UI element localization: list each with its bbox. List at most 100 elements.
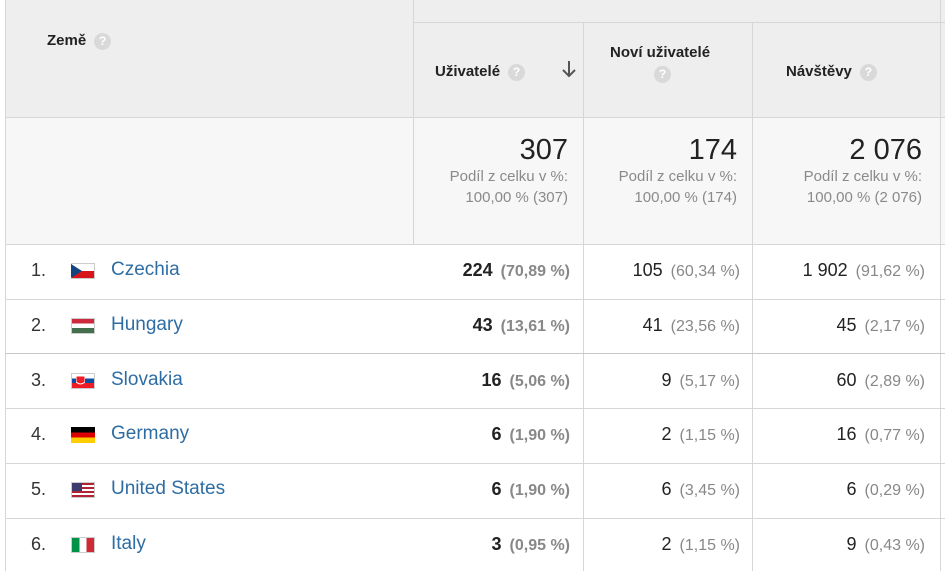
users-value: 6	[491, 424, 502, 444]
header-country[interactable]: Země?	[47, 32, 112, 50]
country-link[interactable]: United States	[111, 478, 226, 499]
flag-hungary-icon	[71, 318, 95, 334]
totals-row	[5, 117, 945, 244]
users-percent: (70,89 %)	[500, 263, 570, 280]
flag-germany-icon	[71, 427, 95, 443]
total-sessions: 2 076 Podíl z celku v %: 100,00 % (2 076…	[804, 134, 922, 208]
sessions-value: 16	[836, 424, 857, 444]
flag-united-states-icon	[71, 482, 95, 498]
new-users-percent: (60,34 %)	[670, 263, 740, 280]
total-new-users: 174 Podíl z celku v %: 100,00 % (174)	[619, 134, 737, 208]
users-cell: 16 (5,06 %)	[482, 370, 571, 391]
new-users-percent: (1,15 %)	[679, 427, 740, 444]
total-users-label: Podíl z celku v %:	[449, 168, 568, 185]
total-sessions-value: 2 076	[849, 134, 922, 166]
new-users-value: 2	[661, 424, 672, 444]
total-new-users-detail: 100,00 % (174)	[634, 189, 737, 206]
total-new-users-label: Podíl z celku v %:	[618, 168, 737, 185]
new-users-value: 6	[661, 479, 672, 499]
sessions-value: 45	[836, 315, 857, 335]
header-new-users-label: Noví uživatelé	[610, 44, 711, 61]
sessions-cell: 45 (2,17 %)	[837, 315, 926, 336]
sort-descending-icon[interactable]	[560, 59, 578, 81]
sessions-cell: 60 (2,89 %)	[837, 370, 926, 391]
flag-italy-icon	[71, 537, 95, 553]
country-link[interactable]: Slovakia	[111, 369, 183, 390]
header-divider	[5, 117, 945, 118]
total-users-detail: 100,00 % (307)	[465, 189, 568, 206]
row-number: 6.	[31, 534, 47, 554]
users-cell: 43 (13,61 %)	[473, 315, 570, 336]
column-divider	[583, 22, 584, 571]
help-icon[interactable]: ?	[508, 63, 526, 81]
users-percent: (1,90 %)	[509, 427, 570, 444]
country-link[interactable]: Germany	[111, 423, 190, 444]
header-country-label: Země	[47, 32, 87, 49]
new-users-value: 41	[642, 315, 663, 335]
help-icon[interactable]: ?	[94, 32, 112, 50]
row-number: 1.	[31, 260, 47, 280]
sessions-value: 1 902	[802, 260, 848, 280]
row-divider	[5, 518, 945, 519]
sessions-percent: (2,89 %)	[864, 373, 925, 390]
new-users-cell: 2 (1,15 %)	[662, 424, 740, 445]
users-cell: 6 (1,90 %)	[492, 424, 570, 445]
new-users-percent: (5,17 %)	[679, 373, 740, 390]
column-divider	[413, 0, 414, 244]
sessions-cell: 9 (0,43 %)	[847, 534, 925, 555]
sessions-cell: 16 (0,77 %)	[837, 424, 926, 445]
row-divider	[5, 463, 945, 464]
header-users[interactable]: Uživatelé?	[435, 63, 526, 81]
table-header	[5, 0, 945, 117]
header-new-users[interactable]: Noví uživatelé ?	[610, 44, 740, 83]
users-value: 43	[472, 315, 493, 335]
country-link[interactable]: Czechia	[111, 259, 180, 280]
sessions-value: 60	[836, 370, 857, 390]
sessions-percent: (0,77 %)	[864, 427, 925, 444]
sessions-percent: (2,17 %)	[864, 318, 925, 335]
country-link[interactable]: Italy	[111, 533, 146, 554]
sessions-percent: (0,43 %)	[864, 537, 925, 554]
sessions-cell: 6 (0,29 %)	[847, 479, 925, 500]
table-row: 1. Czechia 224 (70,89 %) 105 (60,34 %) 1 9…	[5, 245, 945, 299]
total-users: 307 Podíl z celku v %: 100,00 % (307)	[450, 134, 568, 208]
sessions-value: 6	[846, 479, 857, 499]
sessions-percent: (91,62 %)	[855, 263, 925, 280]
new-users-value: 105	[632, 260, 663, 280]
row-number: 4.	[31, 424, 47, 444]
row-divider	[5, 353, 945, 354]
table-row: 3. Slovakia 16 (5,06 %) 9 (5,17 %) 60 (2,89…	[5, 354, 945, 408]
country-link[interactable]: Hungary	[111, 314, 183, 335]
header-sessions-label: Návštěvy	[786, 63, 852, 80]
total-sessions-detail: 100,00 % (2 076)	[806, 189, 922, 206]
users-percent: (13,61 %)	[500, 318, 570, 335]
help-icon[interactable]: ?	[859, 63, 877, 81]
new-users-percent: (1,15 %)	[679, 537, 740, 554]
row-divider	[5, 408, 945, 409]
users-value: 16	[481, 370, 502, 390]
total-new-users-value: 174	[688, 134, 737, 166]
table-row: 5. United States 6 (1,90 %) 6 (3,45 %) 6 (0…	[5, 464, 945, 518]
header-sessions[interactable]: Návštěvy?	[786, 63, 877, 81]
new-users-value: 9	[661, 370, 672, 390]
table-left-border	[5, 0, 6, 571]
new-users-value: 2	[661, 534, 672, 554]
users-cell: 224 (70,89 %)	[463, 260, 570, 281]
row-number: 3.	[31, 370, 47, 390]
header-divider	[413, 22, 945, 23]
users-percent: (1,90 %)	[509, 482, 570, 499]
sessions-cell: 1 902 (91,62 %)	[803, 260, 925, 281]
users-value: 224	[462, 260, 493, 280]
total-users-value: 307	[519, 134, 568, 166]
users-percent: (5,06 %)	[509, 373, 570, 390]
flag-czechia-icon	[71, 263, 95, 279]
help-icon[interactable]: ?	[654, 65, 671, 83]
users-cell: 6 (1,90 %)	[492, 479, 570, 500]
row-number: 5.	[31, 479, 47, 499]
table-row: 6. Italy 3 (0,95 %) 2 (1,15 %) 9 (0,43 %)	[5, 519, 945, 573]
users-cell: 3 (0,95 %)	[492, 534, 570, 555]
table-row: 2. Hungary 43 (13,61 %) 41 (23,56 %) 45 (2,…	[5, 300, 945, 354]
users-percent: (0,95 %)	[509, 537, 570, 554]
new-users-cell: 41 (23,56 %)	[643, 315, 740, 336]
